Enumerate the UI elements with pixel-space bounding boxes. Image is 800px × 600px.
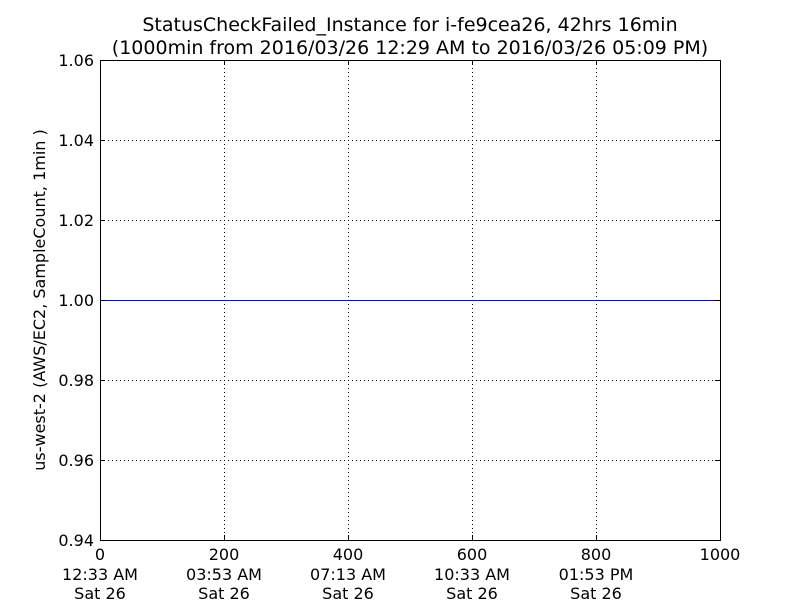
x-tick-date-label: Sat 26 [570, 584, 622, 600]
y-tick-label: 1.02 [58, 211, 94, 230]
chart-title: StatusCheckFailed_Instance for i-fe9cea2… [142, 14, 677, 36]
x-tick-label: 800 [581, 545, 612, 564]
x-tick-date-label: Sat 26 [446, 584, 498, 600]
y-tick-label: 1.06 [58, 51, 94, 70]
x-tick-label: 400 [333, 545, 364, 564]
x-tick-time-label: 03:53 AM [186, 565, 262, 584]
x-tick-time-label: 12:33 AM [62, 565, 138, 584]
x-tick-label: 0 [95, 545, 105, 564]
x-tick-date-label: Sat 26 [322, 584, 374, 600]
y-tick-label: 0.96 [58, 451, 94, 470]
x-tick-date-label: Sat 26 [198, 584, 250, 600]
x-tick-date-label: Sat 26 [74, 584, 126, 600]
y-axis-label: us-west-2 (AWS/EC2, SampleCount, 1min ) [30, 129, 49, 471]
x-tick-time-label: 01:53 PM [559, 565, 634, 584]
x-tick-label: 200 [209, 545, 240, 564]
y-tick-label: 1.04 [58, 131, 94, 150]
x-tick-time-label: 07:13 AM [310, 565, 386, 584]
x-tick-time-label: 10:33 AM [434, 565, 510, 584]
chart-subtitle: (1000min from 2016/03/26 12:29 AM to 201… [112, 37, 708, 59]
y-tick-label: 0.98 [58, 371, 94, 390]
x-tick-label: 600 [457, 545, 488, 564]
x-tick-label: 1000 [700, 545, 741, 564]
y-tick-label: 0.94 [58, 531, 94, 550]
y-tick-label: 1.00 [58, 291, 94, 310]
